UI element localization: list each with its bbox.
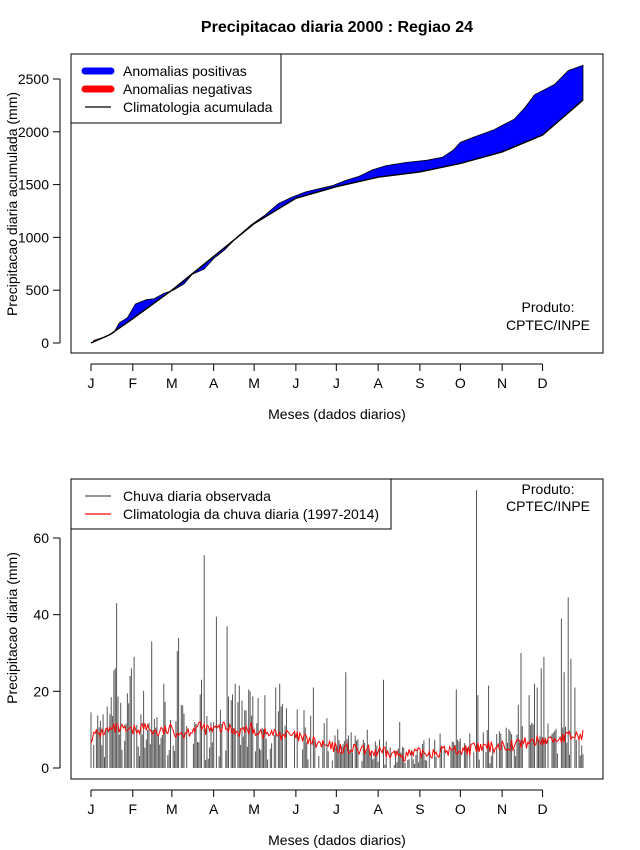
daily-legend: Chuva diaria observada Climatologia da ch… [70,478,392,530]
daily-y-axis: 0 20 40 60 [33,530,61,776]
cumulative-series [90,64,584,344]
cumulative-x-label: Meses (dados diarios) [268,406,406,422]
cumulative-x-tick-label: M [248,375,260,391]
daily-x-tick-label: O [455,801,466,817]
daily-y-tick-label: 20 [33,683,49,699]
daily-x-tick-label: M [248,801,260,817]
cumulative-legend: Anomalias positivas Anomalias negativas Cl… [70,53,282,124]
cumulative-product-source: CPTEC/INPE [506,317,590,333]
cumulative-x-tick-label: A [373,375,383,391]
cumulative-x-tick-label: O [455,375,466,391]
daily-product-label: Produto: [522,481,575,497]
daily-x-tick-label: A [209,801,219,817]
cumulative-x-tick-label: F [129,375,138,391]
cumulative-y-axis: 0 500 1000 1500 2000 2500 [18,71,61,351]
cumulative-y-tick-label: 2500 [18,71,49,87]
cumulative-legend-label: Anomalias positivas [123,63,247,79]
daily-y-tick-label: 0 [41,760,49,776]
daily-x-tick-label: A [373,801,383,817]
cumulative-y-tick-label: 2000 [18,124,49,140]
figure-title: Precipitacao diaria 2000 : Regiao 24 [201,19,473,36]
daily-x-tick-label: N [497,801,507,817]
cumulative-x-tick-label: A [209,375,219,391]
cumulative-x-tick-label: N [497,375,507,391]
cumulative-product-label: Produto: [522,299,575,315]
cumulative-x-tick-label: D [537,375,547,391]
daily-x-tick-label: D [537,801,547,817]
daily-climatology-line [90,720,584,762]
daily-product-source: CPTEC/INPE [506,498,590,514]
cumulative-x-tick-label: J [88,375,95,391]
daily-y-label: Precipitacao diaria (mm) [4,552,20,704]
cumulative-y-tick-label: 0 [41,335,49,351]
cumulative-legend-label: Anomalias negativas [123,81,252,97]
daily-x-label: Meses (dados diarios) [268,832,406,848]
cumulative-x-tick-label: J [333,375,340,391]
cumulative-y-tick-label: 1500 [18,177,49,193]
cumulative-x-tick-label: S [415,375,424,391]
daily-x-tick-label: J [88,801,95,817]
cumulative-climatology-line [90,99,584,344]
cumulative-plot-frame [70,53,604,354]
cumulative-x-tick-label: M [166,375,178,391]
daily-series [90,490,584,768]
cumulative-legend-label: Climatologia acumulada [123,99,273,115]
daily-x-tick-label: J [292,801,299,817]
cumulative-y-tick-label: 1000 [18,229,49,245]
daily-y-tick-label: 60 [33,530,49,546]
cumulative-y-label: Precipitacao diaria acumulada (mm) [4,92,20,316]
daily-legend-label: Chuva diaria observada [123,488,271,504]
cumulative-x-tick-label: J [292,375,299,391]
daily-legend-label: Climatologia da chuva diaria (1997-2014) [123,506,379,522]
daily-x-tick-label: J [333,801,340,817]
cumulative-panel: J F M A M J J A S O N D 0 500 1000 1500 2000 2500 Meses … [4,53,604,422]
daily-y-tick-label: 40 [33,607,49,623]
daily-x-tick-label: S [415,801,424,817]
daily-legend-box [70,478,392,530]
daily-x-tick-label: M [166,801,178,817]
daily-panel: J F M A M J J A S O N D 0 20 40 60 Meses (dados diario… [4,478,604,848]
cumulative-y-tick-label: 500 [26,282,50,298]
daily-x-tick-label: F [129,801,138,817]
